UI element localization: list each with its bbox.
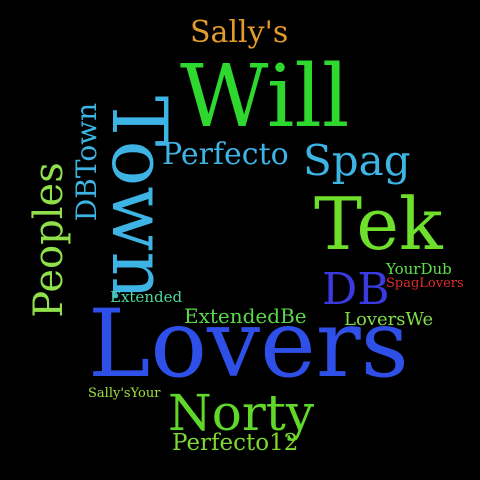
word-extended: Extended	[110, 288, 183, 306]
word-yourdub: YourDub	[386, 260, 452, 278]
word-sallys: Sally's	[190, 15, 289, 50]
word-perfecto: Perfecto	[162, 137, 289, 172]
word-loverswe: LoversWe	[344, 309, 434, 330]
word-perfecto12: Perfecto12	[172, 430, 299, 456]
word-town: Town	[95, 95, 184, 301]
word-dbtown: DBTown	[70, 102, 103, 222]
word-spag: Spag	[303, 136, 411, 185]
word-extendedbe: ExtendedBe	[184, 304, 307, 328]
word-will: Will	[180, 47, 350, 147]
word-sallysyour: Sally'sYour	[88, 386, 161, 401]
word-norty: Norty	[168, 384, 315, 442]
word-peoples: Peoples	[26, 162, 72, 318]
word-lovers: Lovers	[88, 290, 409, 399]
word-spaglovers: SpagLovers	[386, 276, 464, 291]
word-db: DB	[322, 264, 390, 315]
word-tek: Tek	[314, 182, 443, 266]
